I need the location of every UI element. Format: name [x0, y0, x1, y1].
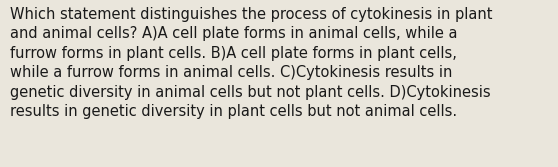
Text: Which statement distinguishes the process of cytokinesis in plant
and animal cel: Which statement distinguishes the proces…: [10, 7, 493, 119]
